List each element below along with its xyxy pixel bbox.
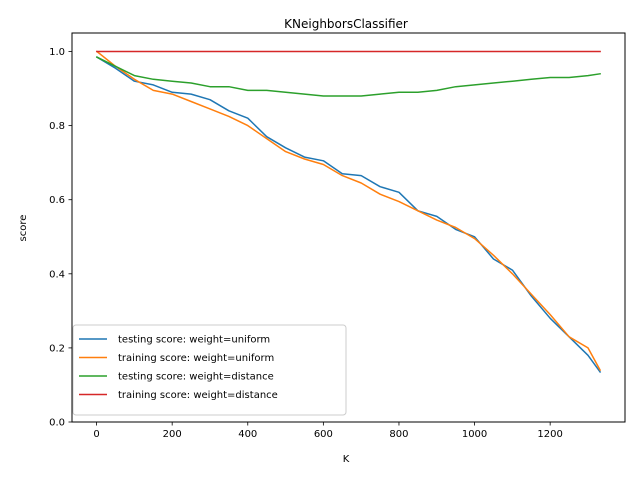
- x-tick-label: 1200: [537, 429, 562, 440]
- x-axis-ticks: 0 200 400 600 800 1000 1200: [93, 422, 563, 440]
- y-tick-label: 0.2: [49, 343, 65, 354]
- legend-label-3: testing score: weight=distance: [118, 372, 274, 383]
- legend-box: [72, 324, 347, 416]
- legend: testing score: weight=uniform training sc…: [72, 324, 347, 416]
- plot-area: 0 200 400 600 800 1000 1200 0.0 0.2 0.4 0.6 0.8 1.0: [49, 32, 626, 440]
- series-line-3: [95, 56, 601, 97]
- y-axis-label: score: [18, 215, 29, 242]
- y-tick-label: 1.0: [49, 47, 65, 58]
- x-tick-label: 600: [314, 429, 333, 440]
- y-tick-label: 0.8: [49, 121, 65, 132]
- series-group: [95, 50, 602, 374]
- legend-label-4: training score: weight=distance: [118, 390, 278, 401]
- chart-title: KNeighborsClassifier: [284, 17, 408, 31]
- x-tick-label: 200: [163, 429, 182, 440]
- x-tick-label: 1000: [462, 429, 487, 440]
- x-tick-label: 0: [93, 429, 99, 440]
- y-tick-label: 0.6: [49, 195, 65, 206]
- legend-label-1: testing score: weight=uniform: [118, 335, 270, 346]
- legend-label-2: training score: weight=uniform: [118, 353, 274, 364]
- series-line-2: [95, 50, 602, 372]
- axes-frame: [71, 32, 626, 423]
- x-tick-label: 400: [238, 429, 257, 440]
- x-tick-label: 800: [389, 429, 408, 440]
- y-tick-label: 0.0: [49, 418, 65, 429]
- y-tick-label: 0.4: [49, 269, 65, 280]
- x-axis-label: K: [343, 454, 350, 465]
- y-axis-ticks: 0.0 0.2 0.4 0.6 0.8 1.0: [49, 47, 72, 429]
